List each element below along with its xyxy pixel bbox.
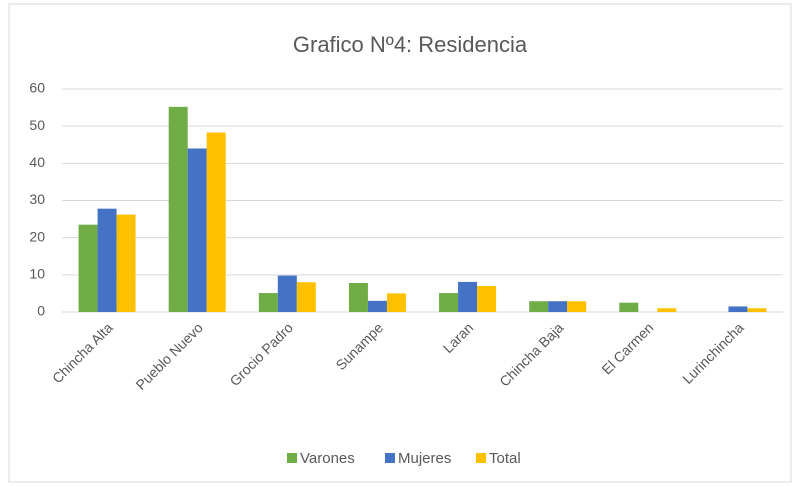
y-tick-label: 20 — [29, 228, 45, 244]
bar — [78, 224, 98, 312]
y-tick-label: 60 — [29, 80, 45, 96]
bar — [529, 301, 549, 312]
y-tick-label: 10 — [29, 266, 45, 282]
y-tick-label: 30 — [29, 191, 45, 207]
bar — [458, 281, 478, 312]
bar — [619, 302, 639, 312]
legend-swatch — [287, 453, 297, 463]
legend-swatch — [476, 453, 486, 463]
bar — [477, 285, 497, 312]
bar — [296, 282, 316, 312]
bar — [348, 283, 368, 312]
y-tick-label: 40 — [29, 154, 45, 170]
bar — [439, 293, 459, 312]
legend-label: Mujeres — [398, 450, 451, 467]
bar — [386, 293, 406, 312]
bar — [567, 301, 587, 312]
bar — [657, 308, 677, 312]
chart-frame — [8, 3, 792, 483]
bar — [277, 275, 297, 312]
bar — [187, 148, 207, 312]
bar — [168, 106, 188, 312]
legend-label: Total — [489, 450, 521, 467]
bar — [548, 301, 568, 312]
y-tick-label: 0 — [37, 303, 45, 319]
bar — [116, 214, 136, 312]
bar — [747, 308, 767, 312]
bar — [728, 306, 748, 312]
legend-swatch — [385, 453, 395, 463]
chart-title: Grafico Nº4: Residencia — [293, 32, 528, 57]
bar — [367, 300, 387, 312]
bar — [258, 293, 278, 312]
bar — [206, 132, 226, 312]
legend-label: Varones — [300, 450, 355, 467]
bar — [97, 208, 117, 312]
y-tick-label: 50 — [29, 117, 45, 133]
